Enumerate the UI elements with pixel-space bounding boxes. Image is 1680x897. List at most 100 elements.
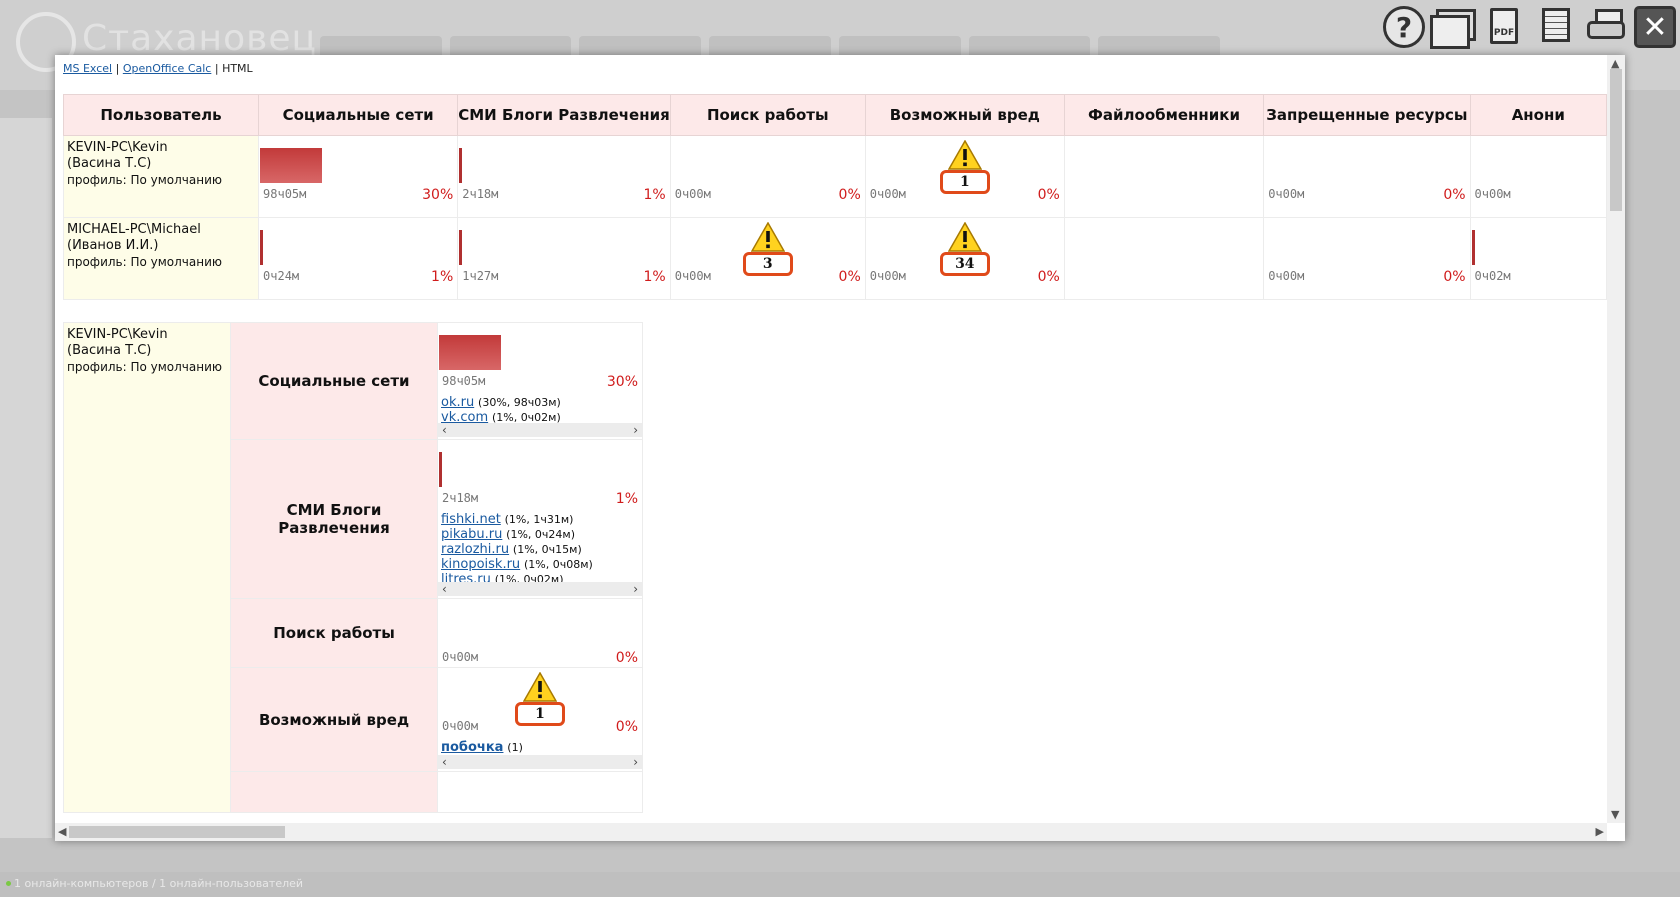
site-link[interactable]: vk.com bbox=[441, 410, 489, 425]
category-detail: 1 0ч00м 0% побочка (1) ‹ › bbox=[437, 667, 643, 772]
online-indicator-icon bbox=[6, 881, 11, 886]
scroll-left-icon[interactable]: ◀ bbox=[58, 825, 67, 838]
pdf-icon: PDF bbox=[1490, 8, 1518, 44]
user-login: MICHAEL-PC\Michael bbox=[67, 222, 201, 237]
horizontal-scrollbar[interactable]: ◀ ▶ bbox=[55, 823, 1607, 841]
time-value: 0ч00м bbox=[869, 187, 906, 201]
warning-icon bbox=[947, 222, 982, 252]
column-header[interactable]: Запрещенные ресурсы bbox=[1263, 94, 1471, 136]
site-link[interactable]: pikabu.ru bbox=[441, 527, 503, 542]
site-entry: ok.ru (30%, 98ч03м) bbox=[441, 395, 561, 410]
status-text: 1 онлайн-компьютеров / 1 онлайн-пользова… bbox=[14, 877, 304, 890]
scroll-right-icon[interactable]: ▶ bbox=[1595, 825, 1604, 838]
column-header[interactable]: Анони bbox=[1469, 94, 1607, 136]
list-scrollbar[interactable]: ‹ › bbox=[438, 582, 642, 596]
help-button[interactable]: ? bbox=[1383, 6, 1425, 48]
export-pdf-button[interactable]: PDF bbox=[1488, 5, 1522, 49]
warning-badge[interactable]: 34 bbox=[939, 222, 990, 277]
warning-badge[interactable]: 1 bbox=[939, 140, 990, 195]
site-list: fishki.net (1%, 1ч31м) pikabu.ru (1%, 0ч2… bbox=[441, 512, 593, 587]
metric-cell: 0ч00м 0% bbox=[669, 135, 866, 218]
column-header[interactable]: Пользователь bbox=[62, 94, 260, 136]
time-value: 98ч05м bbox=[442, 374, 486, 388]
category-metric: 0ч00м 0% bbox=[1264, 136, 1469, 209]
warning-badge[interactable]: 1 bbox=[515, 672, 565, 727]
scroll-thumb[interactable] bbox=[69, 826, 285, 838]
site-list: ok.ru (30%, 98ч03м) vk.com (1%, 0ч02м) bbox=[441, 395, 561, 425]
separator: | bbox=[115, 62, 120, 75]
time-value: 0ч00м bbox=[1474, 187, 1511, 201]
user-profile: профиль: По умолчанию bbox=[67, 255, 222, 269]
scroll-right-icon[interactable]: › bbox=[633, 582, 638, 596]
column-header[interactable]: Возможный вред bbox=[864, 94, 1065, 136]
category-detail: 0ч00м 0% bbox=[437, 598, 643, 668]
site-entry: vk.com (1%, 0ч02м) bbox=[441, 410, 561, 425]
metric-cell bbox=[1063, 135, 1265, 218]
print-button[interactable] bbox=[1586, 5, 1626, 49]
site-entry: fishki.net (1%, 1ч31м) bbox=[441, 512, 593, 527]
category-label: Социальные сети bbox=[230, 322, 438, 440]
column-header[interactable]: Социальные сети bbox=[258, 94, 459, 136]
export-html-label: HTML bbox=[222, 62, 253, 75]
scroll-up-icon[interactable]: ▲ bbox=[1611, 57, 1620, 70]
warning-count: 3 bbox=[742, 252, 793, 276]
export-calc-link[interactable]: OpenOffice Calc bbox=[122, 62, 212, 75]
site-link[interactable]: ok.ru bbox=[441, 395, 475, 410]
close-button[interactable]: ✕ bbox=[1634, 6, 1676, 48]
percent-value: 1% bbox=[431, 269, 454, 285]
metric-cell: 34 0ч00м 0% bbox=[864, 217, 1065, 300]
list-scrollbar[interactable]: ‹ › bbox=[438, 755, 642, 769]
warning-badge[interactable]: 3 bbox=[742, 222, 793, 277]
site-entry: kinopoisk.ru (1%, 0ч08м) bbox=[441, 557, 593, 572]
time-value: 2ч18м bbox=[442, 491, 479, 505]
scroll-left-icon[interactable]: ‹ bbox=[442, 755, 447, 769]
scroll-right-icon[interactable]: › bbox=[633, 755, 638, 769]
usage-bar bbox=[439, 335, 501, 370]
percent-value: 30% bbox=[606, 374, 638, 390]
scroll-left-icon[interactable]: ‹ bbox=[442, 423, 447, 437]
table-row: MICHAEL-PC\Michael (Иванов И.И.) профиль: … bbox=[62, 217, 1607, 300]
time-value: 0ч00м bbox=[869, 269, 906, 283]
scroll-left-icon[interactable]: ‹ bbox=[442, 582, 447, 596]
metric-cell bbox=[1063, 217, 1265, 300]
export-spreadsheet-button[interactable] bbox=[1538, 5, 1576, 49]
brand-name: Стахановец bbox=[82, 18, 317, 59]
site-link[interactable]: fishki.net bbox=[441, 512, 501, 527]
spreadsheet-icon bbox=[1542, 8, 1570, 42]
list-scrollbar[interactable]: ‹ › bbox=[438, 423, 642, 437]
column-header[interactable]: Поиск работы bbox=[669, 94, 866, 136]
user-name: (Иванов И.И.) bbox=[67, 238, 159, 253]
detail-table: KEVIN-PC\Kevin (Васина Т.С) профиль: По ум… bbox=[63, 322, 643, 813]
help-icon: ? bbox=[1395, 10, 1413, 44]
category-metric: 0ч00м bbox=[1471, 136, 1606, 209]
metric-cell: 1ч27м 1% bbox=[457, 217, 671, 300]
category-metric: 1 0ч00м 0% bbox=[438, 668, 642, 741]
percent-value: 1% bbox=[615, 491, 638, 507]
usage-bar bbox=[260, 148, 323, 183]
warning-icon bbox=[947, 140, 982, 170]
site-entry: побочка (1) bbox=[441, 740, 523, 755]
category-metric: 1ч27м 1% bbox=[458, 218, 669, 291]
category-detail: 2ч18м 1% fishki.net (1%, 1ч31м) pikabu.ru (… bbox=[437, 439, 643, 599]
scroll-thumb[interactable] bbox=[1610, 69, 1622, 211]
usage-bar bbox=[1471, 230, 1475, 265]
detail-row: KEVIN-PC\Kevin (Васина Т.С) профиль: По ум… bbox=[63, 322, 643, 813]
metric-cell: 3 0ч00м 0% bbox=[669, 217, 866, 300]
percent-value: 30% bbox=[422, 187, 454, 203]
site-meta: (1%, 0ч08м) bbox=[524, 558, 593, 571]
time-value: 0ч00м bbox=[442, 719, 479, 733]
column-header[interactable]: Файлообменники bbox=[1063, 94, 1265, 136]
detail-row: Поиск работы 0ч00м 0% bbox=[64, 598, 643, 668]
site-link[interactable]: razlozhi.ru bbox=[441, 542, 510, 557]
column-header[interactable]: СМИ Блоги Развлечения bbox=[457, 94, 671, 136]
vertical-scrollbar[interactable]: ▲ ▼ bbox=[1607, 55, 1625, 823]
scroll-down-icon[interactable]: ▼ bbox=[1611, 808, 1620, 821]
percent-value: 0% bbox=[838, 269, 861, 285]
category-label: СМИ Блоги Развлечения bbox=[230, 439, 438, 599]
site-link[interactable]: побочка bbox=[441, 740, 504, 755]
new-window-button[interactable] bbox=[1430, 5, 1478, 49]
site-link[interactable]: kinopoisk.ru bbox=[441, 557, 521, 572]
export-excel-link[interactable]: MS Excel bbox=[63, 62, 113, 75]
scroll-right-icon[interactable]: › bbox=[633, 423, 638, 437]
category-label: Возможный вред bbox=[230, 667, 438, 772]
